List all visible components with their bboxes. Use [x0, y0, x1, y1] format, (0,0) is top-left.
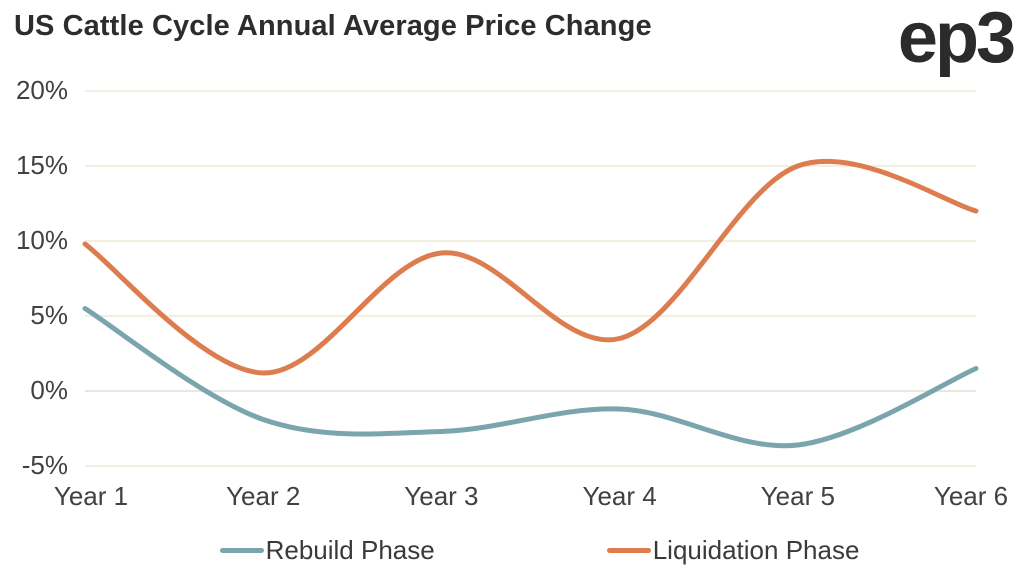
x-axis-tick-label: Year 1 — [53, 481, 129, 511]
legend-label: Rebuild Phase — [265, 535, 435, 565]
y-axis-tick-label: 15% — [15, 149, 68, 180]
legend-item-liquidation-phase: Liquidation Phase — [606, 535, 860, 566]
y-axis-tick-label: 0% — [30, 374, 68, 405]
y-axis-tick-label: 10% — [15, 224, 68, 255]
x-axis-tick-label: Year 2 — [226, 481, 301, 511]
y-axis-tick-label: -5% — [21, 449, 68, 480]
chart-title: US Cattle Cycle Annual Average Price Cha… — [14, 10, 652, 42]
x-axis-tick-label: Year 5 — [760, 481, 835, 511]
x-axis-tick-label: Year 6 — [933, 481, 1009, 511]
gridlines — [85, 90, 976, 467]
ep3-logo: ep3 — [897, 0, 1016, 78]
rebuild-phase-legend-marker — [219, 548, 264, 553]
legend-label: Liquidation Phase — [652, 535, 860, 565]
y-axis-tick-label: 5% — [30, 299, 68, 330]
y-axis-tick-label: 20% — [15, 74, 68, 105]
x-axis-tick-label: Year 3 — [404, 481, 479, 511]
rebuild-phase-line — [82, 306, 979, 449]
chart-legend: Rebuild Phase Liquidation Phase — [0, 535, 1024, 566]
x-axis-tick-label: Year 4 — [582, 481, 657, 511]
legend-item-rebuild-phase: Rebuild Phase — [219, 535, 435, 566]
liquidation-phase-legend-marker — [606, 548, 651, 553]
liquidation-phase-line — [82, 158, 979, 376]
